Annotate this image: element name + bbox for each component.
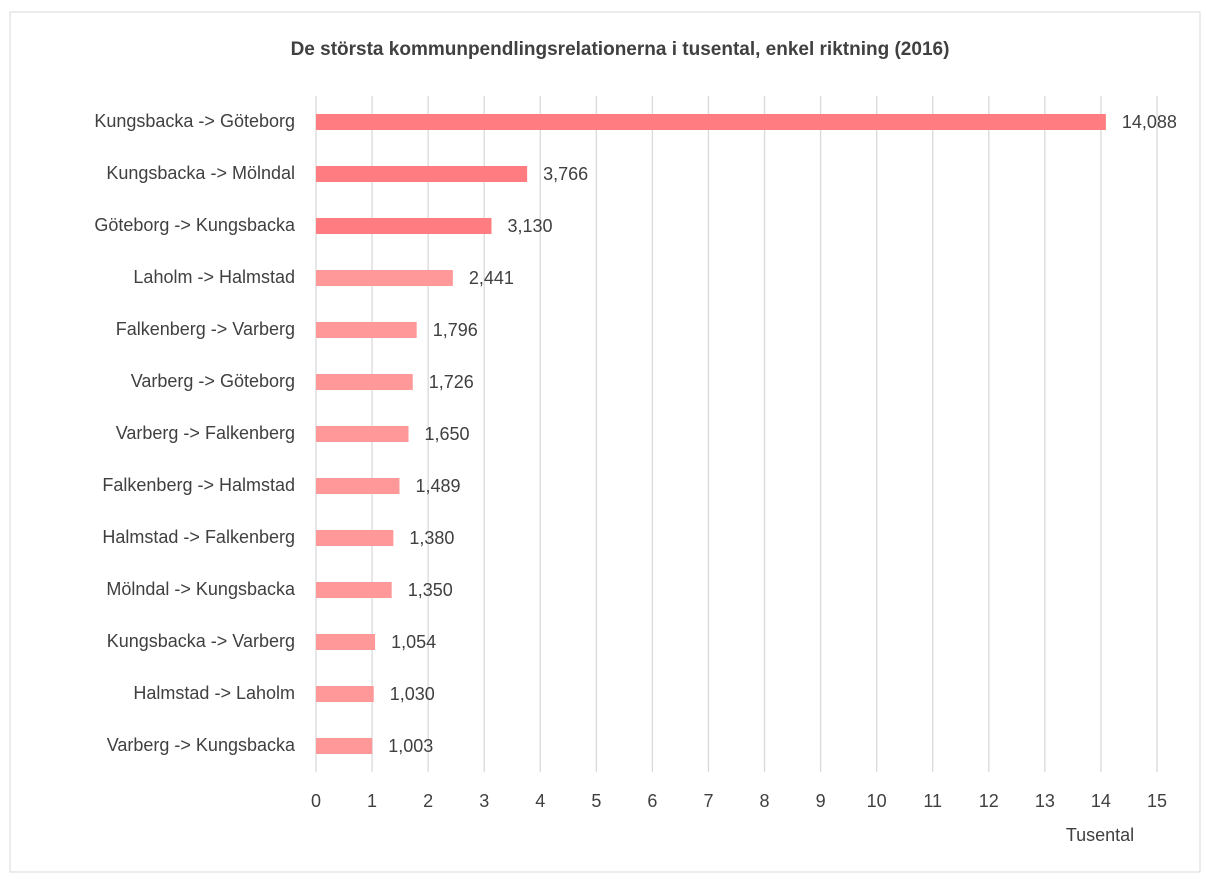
bar bbox=[316, 634, 376, 650]
x-tick-label: 1 bbox=[367, 791, 377, 811]
value-label: 3,766 bbox=[543, 164, 588, 184]
x-tick-label: 4 bbox=[535, 791, 545, 811]
bar bbox=[316, 738, 373, 754]
y-tick-label: Kungsbacka -> Varberg bbox=[107, 631, 295, 651]
value-label: 1,030 bbox=[390, 684, 435, 704]
bar bbox=[316, 530, 394, 546]
value-label: 1,054 bbox=[391, 632, 436, 652]
value-label: 1,350 bbox=[408, 580, 453, 600]
y-tick-label: Göteborg -> Kungsbacka bbox=[94, 215, 296, 235]
y-tick-label: Falkenberg -> Halmstad bbox=[102, 475, 295, 495]
value-label: 1,726 bbox=[429, 372, 474, 392]
x-tick-label: 7 bbox=[703, 791, 713, 811]
y-tick-label: Mölndal -> Kungsbacka bbox=[106, 579, 296, 599]
x-tick-label: 12 bbox=[979, 791, 999, 811]
bar bbox=[316, 114, 1106, 130]
x-tick-label: 10 bbox=[867, 791, 887, 811]
y-tick-label: Falkenberg -> Varberg bbox=[116, 319, 295, 339]
y-tick-label: Laholm -> Halmstad bbox=[133, 267, 295, 287]
bar bbox=[316, 478, 400, 494]
x-tick-label: 2 bbox=[423, 791, 433, 811]
x-tick-label: 11 bbox=[923, 791, 942, 811]
bar bbox=[316, 582, 392, 598]
bar bbox=[316, 218, 492, 234]
y-tick-label: Varberg -> Göteborg bbox=[131, 371, 295, 391]
bar bbox=[316, 686, 374, 702]
y-tick-label: Varberg -> Kungsbacka bbox=[107, 735, 296, 755]
y-tick-label: Varberg -> Falkenberg bbox=[116, 423, 295, 443]
x-tick-label: 5 bbox=[591, 791, 601, 811]
value-label: 3,130 bbox=[507, 216, 552, 236]
y-tick-label: Kungsbacka -> Göteborg bbox=[94, 111, 295, 131]
x-tick-label: 13 bbox=[1035, 791, 1055, 811]
value-label: 1,380 bbox=[409, 528, 454, 548]
x-tick-label: 9 bbox=[816, 791, 826, 811]
y-tick-label: Kungsbacka -> Mölndal bbox=[106, 163, 295, 183]
x-tick-label: 15 bbox=[1147, 791, 1167, 811]
value-label: 1,003 bbox=[388, 736, 433, 756]
bar bbox=[316, 426, 409, 442]
chart-border bbox=[9, 11, 1201, 873]
value-label: 1,489 bbox=[415, 476, 460, 496]
bar bbox=[316, 166, 528, 182]
bar bbox=[316, 270, 453, 286]
y-tick-label: Halmstad -> Falkenberg bbox=[102, 527, 295, 547]
value-label: 1,796 bbox=[433, 320, 478, 340]
y-tick-label: Halmstad -> Laholm bbox=[133, 683, 295, 703]
value-label: 1,650 bbox=[425, 424, 470, 444]
x-tick-label: 8 bbox=[760, 791, 770, 811]
x-axis-label: Tusental bbox=[1066, 825, 1134, 845]
value-label: 14,088 bbox=[1122, 112, 1177, 132]
value-label: 2,441 bbox=[469, 268, 514, 288]
bar bbox=[316, 322, 417, 338]
x-tick-label: 14 bbox=[1091, 791, 1111, 811]
chart-title: De största kommunpendlingsrelationerna i… bbox=[291, 39, 950, 60]
x-tick-label: 6 bbox=[647, 791, 657, 811]
x-tick-label: 3 bbox=[479, 791, 489, 811]
x-tick-label: 0 bbox=[311, 791, 321, 811]
bar bbox=[316, 374, 413, 390]
